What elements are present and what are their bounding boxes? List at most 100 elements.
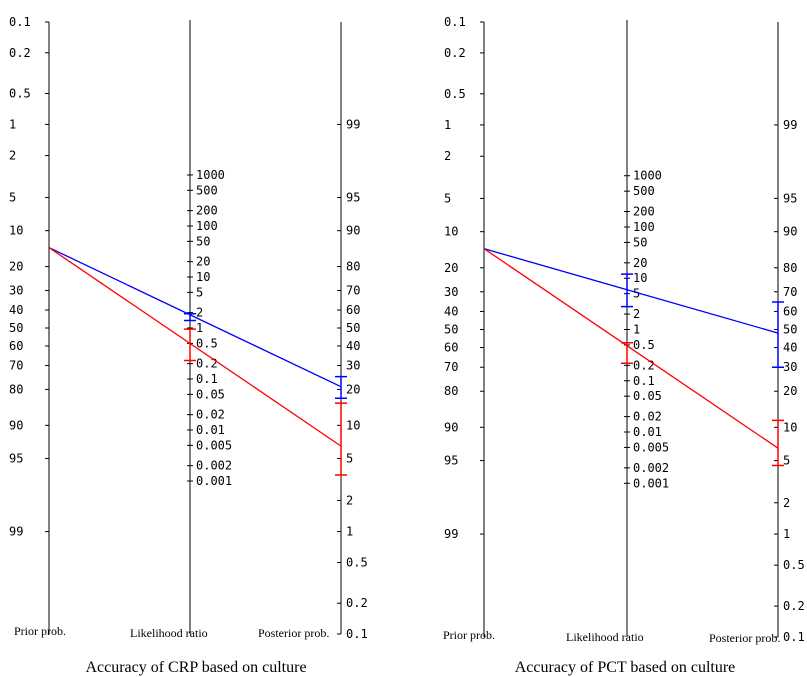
prior-tick-label: 0.2 — [444, 46, 466, 60]
lr-tick-label: 200 — [633, 205, 655, 219]
posterior-tick-label: 0.2 — [346, 596, 368, 610]
lr-tick-label: 50 — [196, 234, 210, 248]
lr-tick-label: 0.02 — [196, 408, 225, 422]
posterior-tick-label: 5 — [346, 451, 353, 465]
prior-tick-label: 0.5 — [9, 86, 31, 100]
posterior-tick-label: 95 — [346, 191, 360, 205]
lr-tick-label: 0.002 — [196, 459, 232, 473]
prior-tick-label: 95 — [444, 454, 458, 468]
posterior-tick-label: 90 — [783, 225, 797, 239]
prior-tick-label: 99 — [444, 527, 458, 541]
lr-tick-label: 0.5 — [633, 338, 655, 352]
posterior-tick-label: 2 — [346, 493, 353, 507]
lr-tick-label: 200 — [196, 204, 218, 218]
lr-tick-label: 0.02 — [633, 410, 662, 424]
posterior-tick-label: 99 — [346, 117, 360, 131]
lr-tick-label: 10 — [196, 270, 210, 284]
posterior-axis-title: Posterior prob. — [258, 626, 329, 640]
posterior-ci-bracket-1 — [772, 301, 784, 368]
prior-tick-label: 0.5 — [444, 87, 466, 101]
lr-tick-label: 1 — [633, 323, 640, 337]
posterior-tick-label: 40 — [783, 341, 797, 355]
prior-tick-label: 2 — [444, 149, 451, 163]
posterior-tick-label: 50 — [783, 323, 797, 337]
posterior-tick-label: 5 — [783, 454, 790, 468]
prior-tick-label: 5 — [444, 191, 451, 205]
prior-tick-label: 50 — [9, 321, 23, 335]
prior-axis-title: Prior prob. — [443, 628, 495, 642]
posterior-tick-label: 70 — [346, 283, 360, 297]
prior-tick-label: 99 — [9, 525, 23, 539]
nomogram-1: 0.10.20.51251020304050607080909599100050… — [9, 15, 368, 676]
lr-ci-bracket-1 — [621, 273, 633, 308]
prior-axis-title: Prior prob. — [14, 624, 66, 638]
lr-tick-label: 500 — [633, 184, 655, 198]
posterior-tick-label: 70 — [783, 285, 797, 299]
posterior-tick-label: 95 — [783, 191, 797, 205]
prior-tick-label: 95 — [9, 451, 23, 465]
prior-tick-label: 90 — [9, 418, 23, 432]
prior-tick-label: 80 — [444, 384, 458, 398]
posterior-tick-label: 1 — [783, 527, 790, 541]
prior-tick-label: 40 — [444, 304, 458, 318]
lr-tick-label: 0.2 — [196, 357, 218, 371]
posterior-tick-label: 80 — [783, 261, 797, 275]
prior-tick-label: 30 — [9, 283, 23, 297]
lr-tick-label: 0.005 — [196, 438, 232, 452]
prior-tick-label: 60 — [444, 341, 458, 355]
lr-axis-title: Likelihood ratio — [130, 626, 208, 640]
prior-tick-label: 40 — [9, 303, 23, 317]
lr-tick-label: 50 — [633, 235, 647, 249]
chart-caption: Accuracy of CRP based on culture — [85, 659, 306, 676]
prior-tick-label: 50 — [444, 323, 458, 337]
posterior-tick-label: 10 — [783, 420, 797, 434]
prior-tick-label: 70 — [444, 360, 458, 374]
prior-tick-label: 30 — [444, 285, 458, 299]
lr-tick-label: 500 — [196, 183, 218, 197]
lr-tick-label: 0.005 — [633, 440, 669, 454]
series-line-2 — [48, 247, 342, 447]
posterior-axis-title: Posterior prob. — [709, 631, 780, 645]
prior-tick-label: 1 — [9, 117, 16, 131]
lr-tick-label: 10 — [633, 271, 647, 285]
posterior-tick-label: 20 — [346, 382, 360, 396]
prior-tick-label: 0.1 — [444, 15, 466, 29]
lr-tick-label: 100 — [196, 219, 218, 233]
posterior-tick-label: 0.5 — [346, 556, 368, 570]
lr-tick-label: 5 — [633, 287, 640, 301]
prior-tick-label: 70 — [9, 359, 23, 373]
posterior-tick-label: 99 — [783, 118, 797, 132]
posterior-ci-bracket-2 — [335, 402, 347, 476]
lr-tick-label: 0.05 — [633, 389, 662, 403]
posterior-tick-label: 0.5 — [783, 558, 805, 572]
lr-tick-label: 2 — [196, 306, 203, 320]
posterior-tick-label: 60 — [346, 303, 360, 317]
prior-tick-label: 10 — [444, 225, 458, 239]
posterior-tick-label: 90 — [346, 224, 360, 238]
prior-tick-label: 0.2 — [9, 46, 31, 60]
lr-tick-label: 0.002 — [633, 461, 669, 475]
prior-tick-label: 20 — [9, 260, 23, 274]
prior-tick-label: 0.1 — [9, 15, 31, 29]
lr-tick-label: 0.001 — [196, 474, 232, 488]
prior-tick-label: 1 — [444, 118, 451, 132]
posterior-tick-label: 40 — [346, 339, 360, 353]
lr-tick-label: 1000 — [633, 169, 662, 183]
posterior-tick-label: 20 — [783, 384, 797, 398]
nomogram-2: 0.10.20.51251020304050607080909599100050… — [443, 15, 805, 676]
lr-tick-label: 20 — [633, 256, 647, 270]
lr-tick-label: 0.1 — [196, 372, 218, 386]
lr-tick-label: 20 — [196, 255, 210, 269]
posterior-ci-bracket-1 — [335, 375, 347, 399]
posterior-tick-label: 60 — [783, 304, 797, 318]
lr-ci-bracket-2 — [621, 342, 633, 364]
posterior-tick-label: 10 — [346, 418, 360, 432]
series-line-1 — [48, 246, 342, 388]
prior-tick-label: 60 — [9, 339, 23, 353]
lr-ci-bracket-1 — [184, 313, 196, 322]
series-line-1 — [483, 248, 779, 334]
prior-tick-label: 90 — [444, 420, 458, 434]
lr-tick-label: 0.2 — [633, 358, 655, 372]
posterior-tick-label: 0.2 — [783, 599, 805, 613]
lr-ci-bracket-2 — [184, 328, 196, 362]
